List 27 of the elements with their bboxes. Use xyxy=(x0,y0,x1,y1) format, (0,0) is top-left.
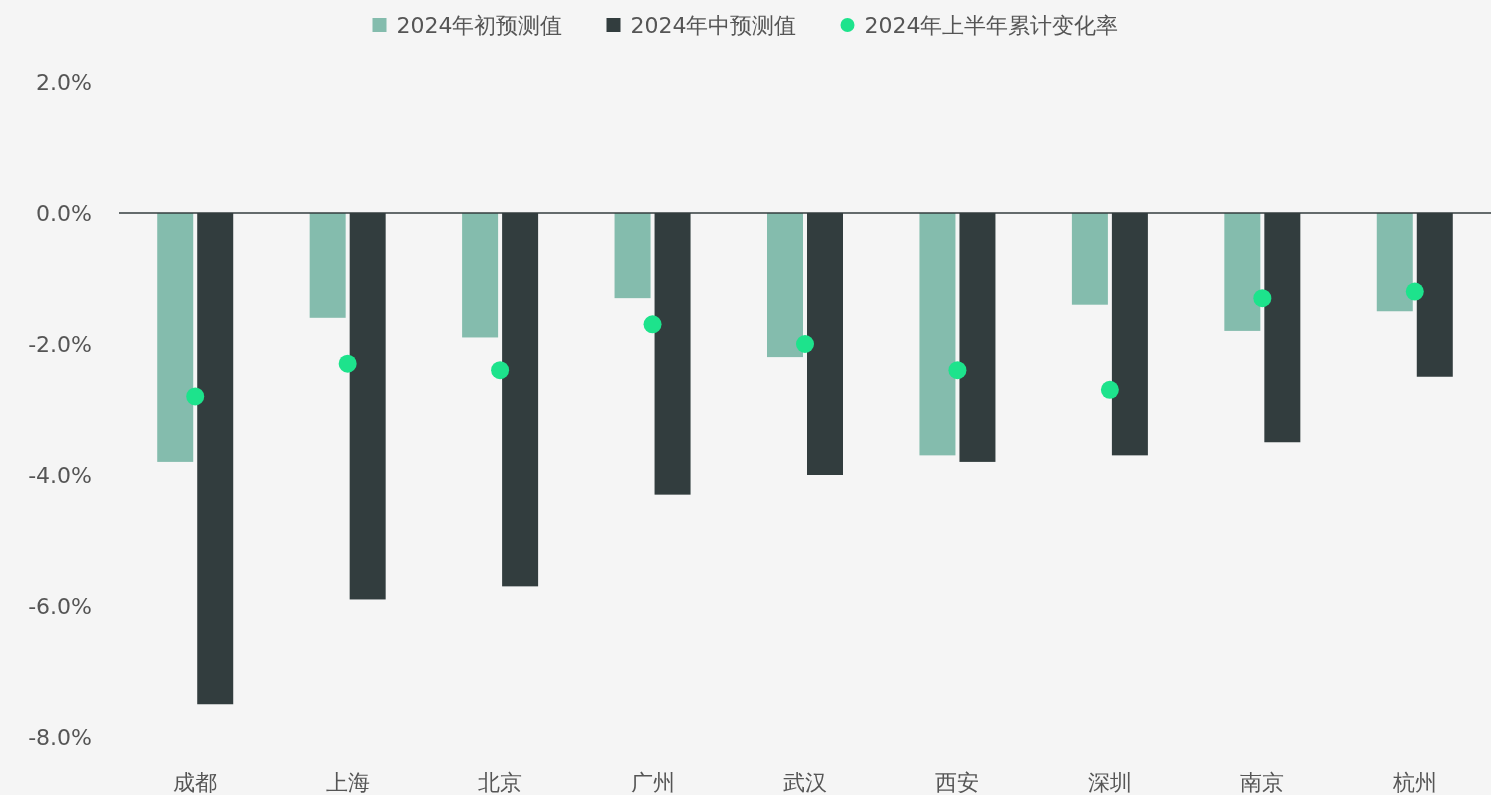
y-tick-label: -2.0% xyxy=(28,331,92,357)
point xyxy=(796,335,814,353)
point xyxy=(1100,380,1119,399)
y-tick-label: -4.0% xyxy=(28,462,92,488)
point xyxy=(338,354,357,373)
x-tick-label: 深圳 xyxy=(1087,770,1132,795)
y-tick-label: 0.0% xyxy=(36,200,92,226)
legend-label: 2024年中预测值 xyxy=(630,12,797,38)
point xyxy=(491,361,510,380)
y-tick-label: -8.0% xyxy=(28,724,92,750)
point xyxy=(186,387,205,406)
point xyxy=(1253,289,1272,308)
y-tick-label: 2.0% xyxy=(36,69,92,95)
x-tick-label: 成都 xyxy=(173,770,218,795)
x-tick-label: 武汉 xyxy=(783,770,827,795)
point xyxy=(643,315,662,334)
point xyxy=(1405,282,1424,301)
legend-label: 2024年初预测值 xyxy=(396,12,563,38)
point xyxy=(948,361,967,380)
x-tick-label: 西安 xyxy=(935,770,980,795)
y-tick-label: -6.0% xyxy=(28,593,92,619)
legend-label: 2024年上半年累计变化率 xyxy=(864,12,1119,38)
x-tick-label: 广州 xyxy=(630,770,675,795)
x-tick-label: 南京 xyxy=(1240,770,1285,795)
x-tick-label: 上海 xyxy=(325,770,370,795)
x-tick-label: 杭州 xyxy=(1391,770,1437,795)
x-tick-label: 北京 xyxy=(478,770,523,795)
